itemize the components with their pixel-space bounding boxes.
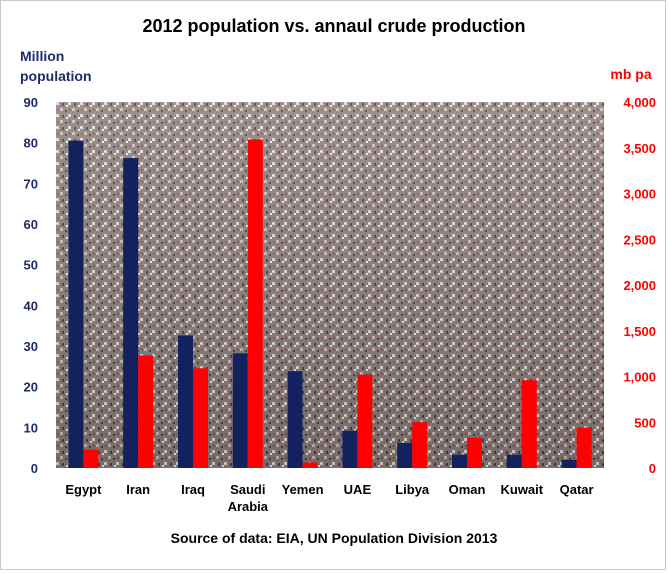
right-tick-label-7: 3,500 (623, 141, 656, 156)
right-tick-label-8: 4,000 (623, 95, 656, 110)
right-tick-label-1: 500 (634, 415, 656, 430)
production-bar-7 (467, 437, 482, 468)
production-bar-1 (138, 355, 154, 468)
category-label-7: Oman (449, 482, 486, 497)
population-bar-2 (178, 335, 193, 468)
population-bar-5 (342, 430, 358, 468)
right-tick-label-2: 1,000 (623, 370, 656, 385)
production-bar-3 (247, 139, 263, 468)
left-tick-label-6: 60 (24, 217, 38, 232)
category-label-5: UAE (344, 482, 372, 497)
category-label-1: Iran (126, 482, 150, 497)
left-tick-label-2: 20 (24, 380, 38, 395)
left-axis-title: Million population (20, 46, 100, 86)
left-tick-label-0: 0 (31, 461, 38, 476)
left-axis-title-line-2: population (20, 68, 92, 84)
left-tick-label-8: 80 (24, 136, 38, 151)
right-tick-label-5: 2,500 (623, 232, 656, 247)
population-bar-3 (232, 353, 248, 468)
production-bar-8 (521, 380, 537, 468)
right-tick-label-3: 1,500 (623, 324, 656, 339)
category-label-2: Iraq (181, 482, 205, 497)
category-label-3-line-1: Arabia (228, 499, 269, 514)
left-tick-label-5: 50 (24, 258, 38, 273)
left-tick-label-7: 70 (24, 176, 38, 191)
left-tick-label-1: 10 (24, 420, 38, 435)
left-axis-title-line-1: Million (20, 48, 65, 64)
production-bar-6 (412, 422, 428, 469)
production-bar-5 (357, 374, 373, 468)
population-bar-9 (561, 459, 577, 468)
production-bar-0 (83, 449, 99, 468)
category-label-9: Qatar (560, 482, 594, 497)
chart-title: 2012 population vs. annaul crude product… (142, 16, 526, 36)
production-bar-9 (576, 427, 592, 468)
category-label-0: Egypt (65, 482, 102, 497)
population-bar-8 (506, 454, 522, 468)
source-note: Source of data: EIA, UN Population Divis… (170, 530, 498, 546)
production-bar-4 (302, 462, 318, 468)
category-label-3: Saudi (230, 482, 265, 497)
left-tick-label-3: 30 (24, 339, 38, 354)
left-tick-label-9: 90 (24, 95, 38, 110)
population-bar-0 (68, 140, 84, 468)
category-label-6: Libya (395, 482, 430, 497)
right-tick-label-6: 3,000 (623, 187, 656, 202)
population-bar-7 (452, 454, 467, 468)
population-bar-1 (123, 158, 139, 468)
category-label-8: Kuwait (500, 482, 543, 497)
population-bar-6 (397, 442, 413, 468)
right-tick-label-0: 0 (649, 461, 656, 476)
production-bar-2 (193, 368, 208, 468)
category-label-4: Yemen (282, 482, 324, 497)
left-tick-label-4: 40 (24, 298, 38, 313)
population-bar-4 (287, 371, 303, 468)
right-axis-title: mb pa (610, 66, 652, 82)
right-tick-label-4: 2,000 (623, 278, 656, 293)
